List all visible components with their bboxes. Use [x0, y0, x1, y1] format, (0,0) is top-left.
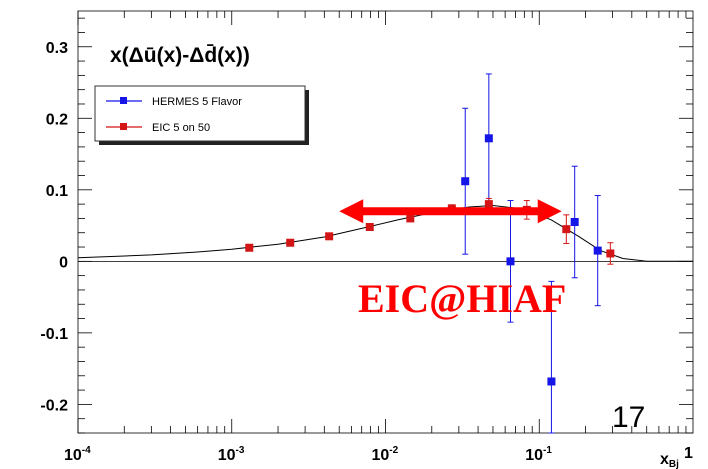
- x-tick-exponent: -2: [389, 445, 398, 456]
- x-tick-label: 10-3: [218, 445, 245, 464]
- x-tick-label: 10-4: [64, 445, 91, 464]
- hermes-point: [570, 218, 579, 226]
- hermes-point: [547, 377, 556, 386]
- model-curve: [77, 204, 693, 262]
- x-axis-label-main: x: [660, 451, 669, 468]
- x-axis-label-sub: Bj: [669, 459, 679, 469]
- eic-point: [484, 200, 493, 209]
- eic-point: [406, 214, 415, 223]
- eic-point: [365, 223, 374, 232]
- chart-title: x(Δū(x)-Δd̄(x)): [110, 44, 250, 67]
- eic-point: [325, 232, 334, 241]
- arrow-head-left: [339, 199, 364, 224]
- x-tick-label: 10-2: [372, 445, 399, 464]
- legend-label-eic: EIC 5 on 50: [152, 122, 210, 134]
- eic-point: [286, 238, 295, 247]
- eic-point: [245, 243, 254, 252]
- hermes-point: [461, 177, 470, 186]
- x-tick-label: 10-1: [525, 445, 552, 464]
- x-tick-base: 1: [684, 445, 693, 462]
- y-tick-label: -0.1: [40, 326, 68, 343]
- axis-ticks: [77, 11, 693, 434]
- x-tick-exponent: -4: [82, 445, 91, 456]
- x-axis-label: xBj: [660, 451, 679, 469]
- slide-number: 17: [612, 401, 645, 434]
- x-tick-label: 1: [684, 445, 693, 462]
- eic-point: [606, 249, 615, 258]
- hermes-point: [506, 257, 515, 266]
- y-tick-label: -0.2: [40, 397, 68, 414]
- x-tick-exponent: -3: [236, 445, 245, 456]
- y-tick-labels: 0.3 0.2 0.1 0 -0.1 -0.2: [40, 40, 68, 415]
- legend: HERMES 5 Flavor EIC 5 on 50: [94, 85, 309, 145]
- range-arrow: [339, 199, 562, 224]
- x-tick-base: 10: [64, 447, 82, 464]
- legend-marker-hermes: [120, 97, 127, 104]
- legend-label-hermes: HERMES 5 Flavor: [152, 96, 242, 108]
- y-tick-label: 0.2: [46, 111, 68, 128]
- plot-frame: [77, 10, 694, 434]
- hermes-point: [484, 134, 493, 143]
- legend-box: [94, 85, 306, 142]
- arrow-head-right: [537, 199, 562, 224]
- y-tick-label: 0.3: [46, 40, 68, 57]
- x-tick-exponent: -1: [543, 445, 552, 456]
- x-tick-base: 10: [372, 447, 390, 464]
- x-tick-labels: 10-4 10-3 10-2 10-1 1: [64, 445, 693, 464]
- x-tick-base: 10: [525, 447, 543, 464]
- legend-marker-eic: [120, 123, 127, 130]
- eic-hiaf-annotation: EIC@HIAF: [358, 276, 566, 321]
- eic-point: [562, 225, 571, 234]
- y-tick-label: 0: [59, 254, 68, 271]
- hermes-point: [593, 246, 602, 255]
- x-tick-base: 10: [218, 447, 236, 464]
- y-tick-label: 0.1: [46, 183, 68, 200]
